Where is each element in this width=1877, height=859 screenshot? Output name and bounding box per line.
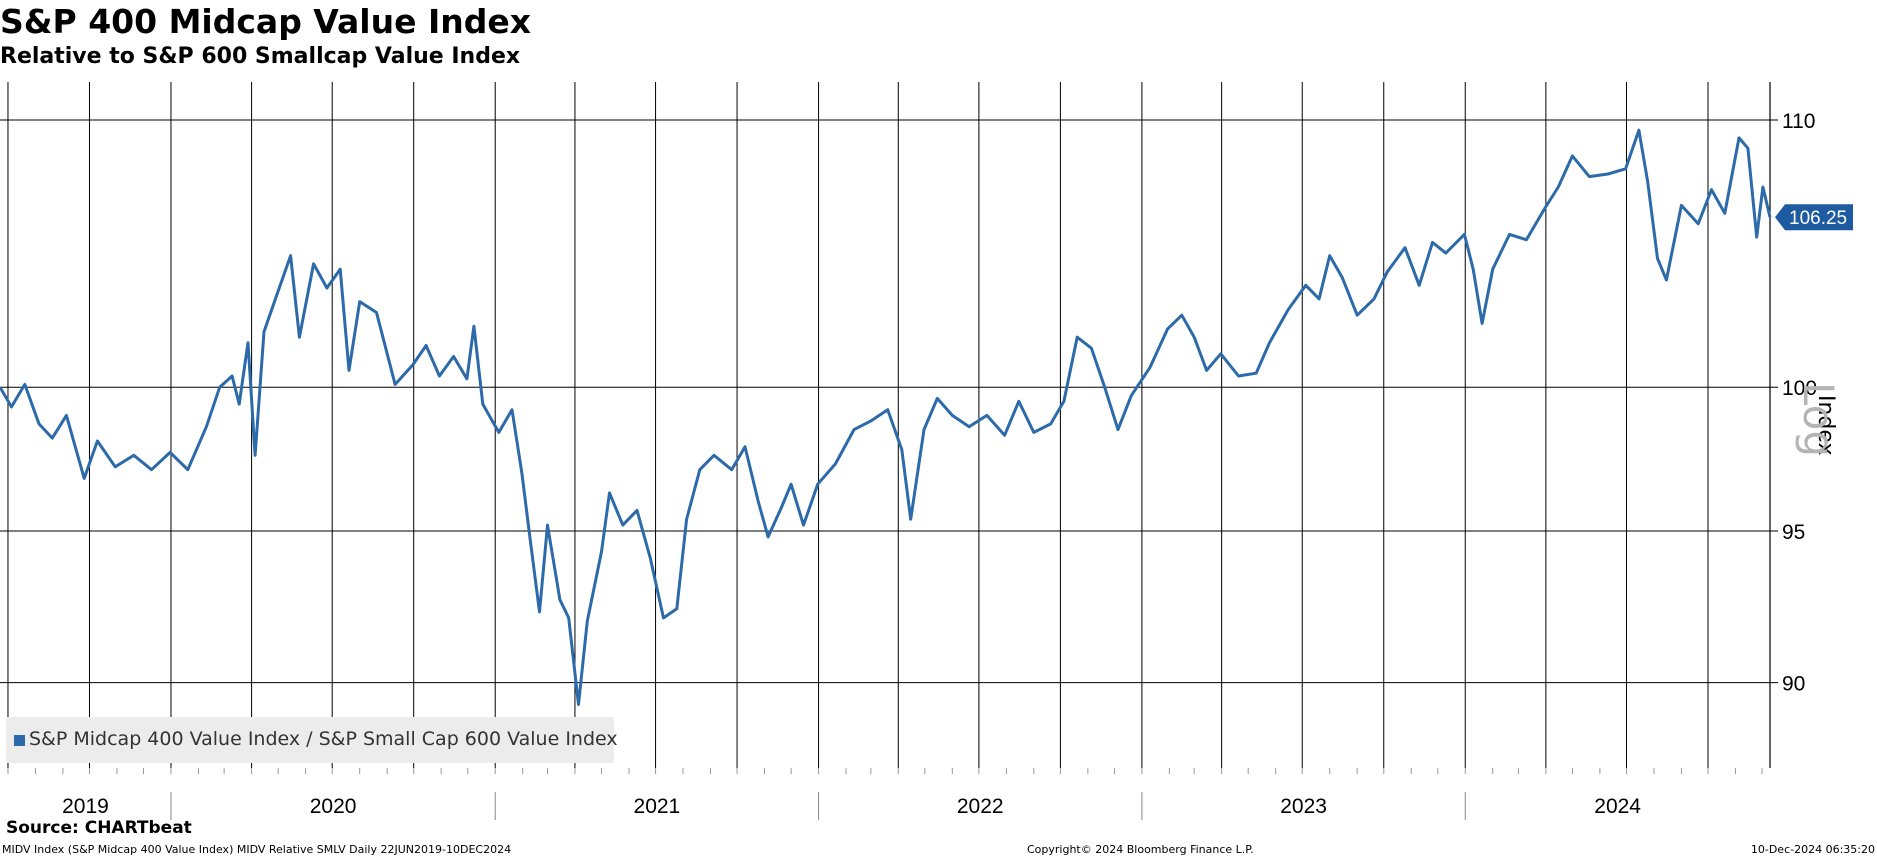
log-scale-tag: Log — [1794, 382, 1843, 458]
y-tick-label: 95 — [1782, 521, 1805, 544]
x-tick-label: 2019 — [62, 795, 109, 818]
y-tick-label: 100 — [1782, 377, 1817, 400]
vertical-gridlines — [7, 82, 1771, 768]
series-line — [0, 128, 1772, 706]
footer-timestamp: 10-Dec-2024 06:35:20 — [1750, 843, 1875, 856]
x-tick-label: 2022 — [957, 795, 1004, 818]
y-tick-label: 110 — [1782, 110, 1815, 133]
x-tick-label: 2023 — [1280, 795, 1327, 818]
legend-swatch — [14, 735, 25, 746]
x-tick-label: 2021 — [634, 795, 681, 818]
x-tick-label: 2020 — [310, 795, 357, 818]
source-note: Source: CHARTbeat — [6, 818, 192, 838]
last-value-tag: 106.25 — [1775, 204, 1853, 231]
x-tick-label: 2024 — [1594, 795, 1641, 818]
last-value-tag-shape — [1775, 204, 1853, 231]
y-tick-label: 90 — [1782, 673, 1805, 696]
axes — [7, 768, 1763, 820]
last-value-label: 106.25 — [1789, 208, 1847, 229]
chart-subtitle: Relative to S&P 600 Smallcap Value Index — [0, 44, 521, 69]
legend: S&P Midcap 400 Value Index / S&P Small C… — [6, 717, 618, 763]
horizontal-gridlines — [0, 119, 1778, 684]
chart-title: S&P 400 Midcap Value Index — [0, 2, 532, 41]
footer-copyright: Copyright© 2024 Bloomberg Finance L.P. — [1027, 843, 1254, 856]
footer-ticker-info: MIDV Index (S&P Midcap 400 Value Index) … — [2, 843, 512, 856]
x-tick-labels: 2019 2020 2021 2022 2023 2024 — [62, 795, 1641, 818]
y-tick-labels: 90 95 100 110 — [1782, 110, 1817, 696]
legend-label: S&P Midcap 400 Value Index / S&P Small C… — [29, 728, 618, 750]
